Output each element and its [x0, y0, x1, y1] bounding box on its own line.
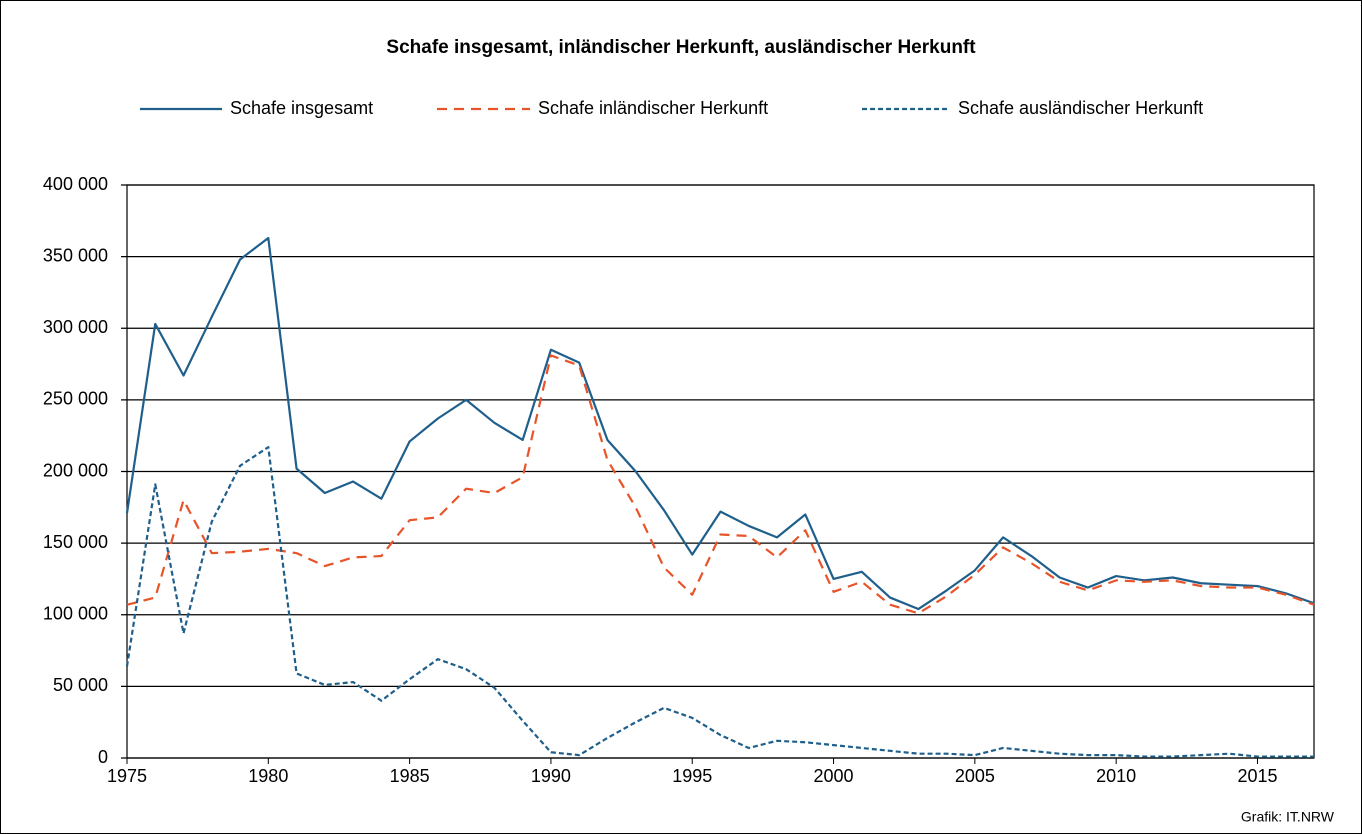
plot-border	[126, 184, 1315, 759]
x-tick-label: 1980	[248, 766, 288, 786]
x-tick-label: 2000	[814, 766, 854, 786]
legend-label: Schafe inländischer Herkunft	[538, 98, 768, 118]
y-tick-label: 0	[98, 747, 108, 767]
y-tick-label: 150 000	[43, 532, 108, 552]
y-tick-label: 250 000	[43, 389, 108, 409]
y-tick-label: 300 000	[43, 317, 108, 337]
legend-label: Schafe ausländischer Herkunft	[958, 98, 1203, 118]
y-tick-label: 350 000	[43, 245, 108, 265]
x-tick-label: 1995	[672, 766, 712, 786]
x-tick-label: 1975	[107, 766, 147, 786]
source-note: Grafik: IT.NRW	[1241, 809, 1335, 825]
x-tick-label: 2015	[1237, 766, 1277, 786]
y-tick-label: 400 000	[43, 174, 108, 194]
legend-label: Schafe insgesamt	[230, 98, 373, 118]
chart-title: Schafe insgesamt, inländischer Herkunft,…	[386, 37, 976, 58]
series-line	[125, 236, 1315, 611]
x-tick-label: 1990	[531, 766, 571, 786]
y-tick-label: 50 000	[53, 675, 108, 695]
x-tick-label: 2005	[955, 766, 995, 786]
y-tick-label: 100 000	[43, 604, 108, 624]
y-tick-label: 200 000	[43, 460, 108, 480]
series-line	[126, 354, 1315, 615]
series-line	[125, 446, 1314, 758]
x-tick-label: 1985	[390, 766, 430, 786]
x-tick-label: 2010	[1096, 766, 1136, 786]
